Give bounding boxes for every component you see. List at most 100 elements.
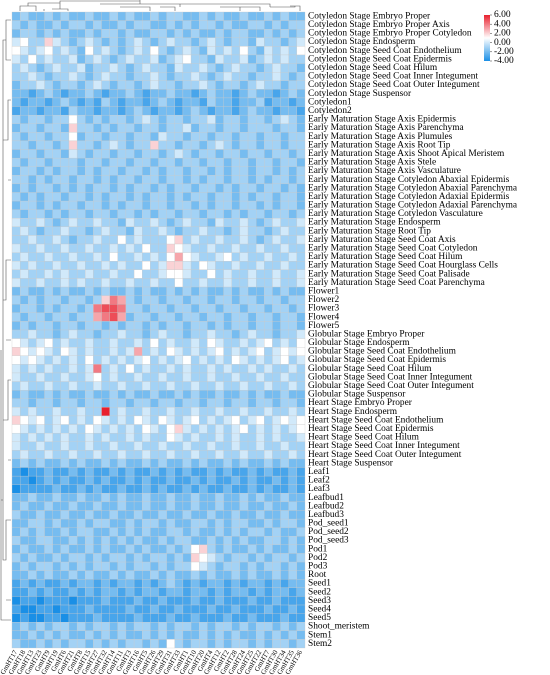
cell [239,183,249,193]
cell [60,407,70,417]
cell [288,149,298,159]
column-dendrogram [19,0,301,11]
cell [272,226,281,236]
cell [166,372,175,382]
cell [296,192,306,202]
cell [44,235,53,245]
cell [11,89,21,99]
cell [166,29,175,38]
cell [52,407,61,417]
cell [133,89,143,99]
cell [288,630,298,640]
cell [85,561,94,571]
cell [68,106,78,116]
cell [93,347,102,356]
cell [166,364,175,374]
cell [264,493,273,503]
cell [60,639,70,649]
dendrogram-lines [0,19,11,621]
cell [288,226,298,236]
cell [19,587,29,597]
cell [231,114,241,124]
row-label: Heart Stage Seed Coat Hilum [308,433,420,443]
cell [52,157,61,167]
cell [199,372,208,382]
cell [231,630,241,640]
cell [288,89,298,99]
row-label: Pod1 [308,544,328,554]
cell [182,355,192,365]
cell [199,106,208,116]
cell [142,570,151,580]
cell [296,475,306,485]
cell [166,149,175,159]
cell [272,140,281,150]
cell [215,261,224,270]
cell [28,218,37,228]
cell [52,639,61,649]
cell [142,166,151,176]
cell [174,407,184,417]
cell [11,157,21,167]
cell [280,347,289,356]
cell [28,243,37,253]
cell [288,390,298,399]
cell [36,432,45,442]
cell [150,89,159,99]
cell [117,493,127,503]
cell [101,441,110,451]
cell [60,372,70,382]
cell [117,54,127,64]
cell [52,304,61,313]
cell [60,132,70,142]
cell [174,80,184,90]
cell [231,123,241,133]
cell [133,192,143,202]
cell [239,175,249,185]
cell [11,415,21,425]
cell [36,226,45,236]
cell [288,209,298,219]
cell [215,175,224,185]
cell [142,192,151,202]
cell [60,278,70,288]
cell [272,561,281,571]
cell [280,321,289,331]
row-label: Cotyledon Stage Seed Coat Hilum [308,63,438,73]
cell [36,11,45,21]
cell [296,175,306,185]
cell [52,269,61,279]
cell [109,510,118,520]
cell [11,72,21,81]
cell [93,243,102,253]
cell [101,475,110,485]
cell [133,80,143,90]
cell [182,157,192,167]
cell [109,54,118,64]
cell [101,527,110,537]
row-label: Cotyledon2 [308,106,352,116]
cell [280,157,289,167]
cell [247,467,257,477]
cell [76,157,86,167]
cell [60,200,70,210]
cell [288,123,298,133]
cell [280,243,289,253]
cell [207,355,216,365]
cell [142,424,151,434]
cell [109,579,118,588]
cell [166,347,175,356]
cell [239,579,249,588]
cell [109,347,118,356]
cell [142,226,151,236]
cell [117,149,127,159]
cell [239,639,249,649]
cell [68,450,78,460]
cell [280,415,289,425]
cell [60,321,70,331]
cell [239,252,249,262]
cell [52,46,61,56]
cell [231,415,241,425]
cell [166,123,175,133]
cell [142,536,151,546]
